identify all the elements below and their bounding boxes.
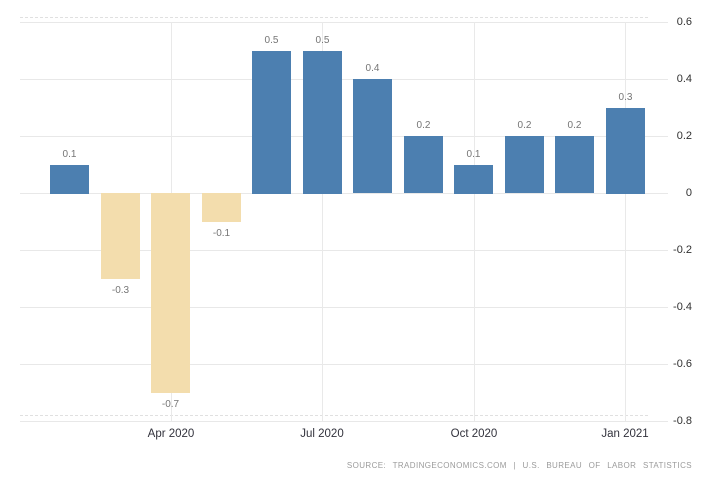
y-gridline <box>20 421 668 422</box>
y-gridline <box>20 136 668 137</box>
bar-value-label: 0.4 <box>365 63 380 74</box>
bar[interactable] <box>454 165 493 194</box>
bar-value-label: -0.1 <box>212 228 231 239</box>
bar-value-label: -0.3 <box>111 285 130 296</box>
y-axis-tick-label: 0.6 <box>676 16 692 28</box>
x-axis-tick-label: Jan 2021 <box>601 428 649 440</box>
bar-value-label: 0.3 <box>618 92 633 103</box>
bar[interactable] <box>404 136 443 193</box>
bar[interactable] <box>353 79 392 193</box>
bar-value-label: 0.5 <box>315 35 330 46</box>
bar[interactable] <box>151 193 190 393</box>
bar-value-label: 0.1 <box>62 149 77 160</box>
bar-value-label: 0.2 <box>517 120 532 131</box>
y-gridline <box>20 193 668 194</box>
source-attribution: SOURCE: TRADINGECONOMICS.COM | U.S. BURE… <box>346 461 692 470</box>
plot-frame-dashed-line <box>20 415 648 416</box>
bar[interactable] <box>606 108 645 194</box>
y-axis-tick-label: 0 <box>685 187 692 199</box>
y-gridline <box>20 22 668 23</box>
x-gridline <box>474 22 475 421</box>
bar-value-label: 0.2 <box>416 120 431 131</box>
x-axis-tick-label: Apr 2020 <box>147 428 195 440</box>
bar-value-label: 0.5 <box>264 35 279 46</box>
y-axis-tick-label: -0.8 <box>673 415 692 427</box>
x-gridline <box>322 22 323 421</box>
bar[interactable] <box>202 193 241 222</box>
bar[interactable] <box>555 136 594 193</box>
y-gridline <box>20 307 668 308</box>
y-axis-tick-label: 0.4 <box>676 73 692 85</box>
y-axis-tick-label: 0.2 <box>676 130 692 142</box>
bar-value-label: -0.7 <box>161 399 180 410</box>
bar[interactable] <box>303 51 342 194</box>
bar[interactable] <box>505 136 544 193</box>
y-axis-tick-label: -0.4 <box>673 301 692 313</box>
bar[interactable] <box>252 51 291 194</box>
bar[interactable] <box>101 193 140 279</box>
bar-value-label: 0.1 <box>466 149 481 160</box>
x-axis-tick-label: Oct 2020 <box>450 428 498 440</box>
y-axis-tick-label: -0.2 <box>673 244 692 256</box>
bar[interactable] <box>50 165 89 194</box>
bar-value-label: 0.2 <box>567 120 582 131</box>
y-axis-tick-label: -0.6 <box>673 358 692 370</box>
x-gridline <box>625 22 626 421</box>
y-gridline <box>20 250 668 251</box>
y-gridline <box>20 79 668 80</box>
y-gridline <box>20 364 668 365</box>
plot-frame-dashed-line <box>20 17 648 18</box>
x-axis-tick-label: Jul 2020 <box>300 428 344 440</box>
